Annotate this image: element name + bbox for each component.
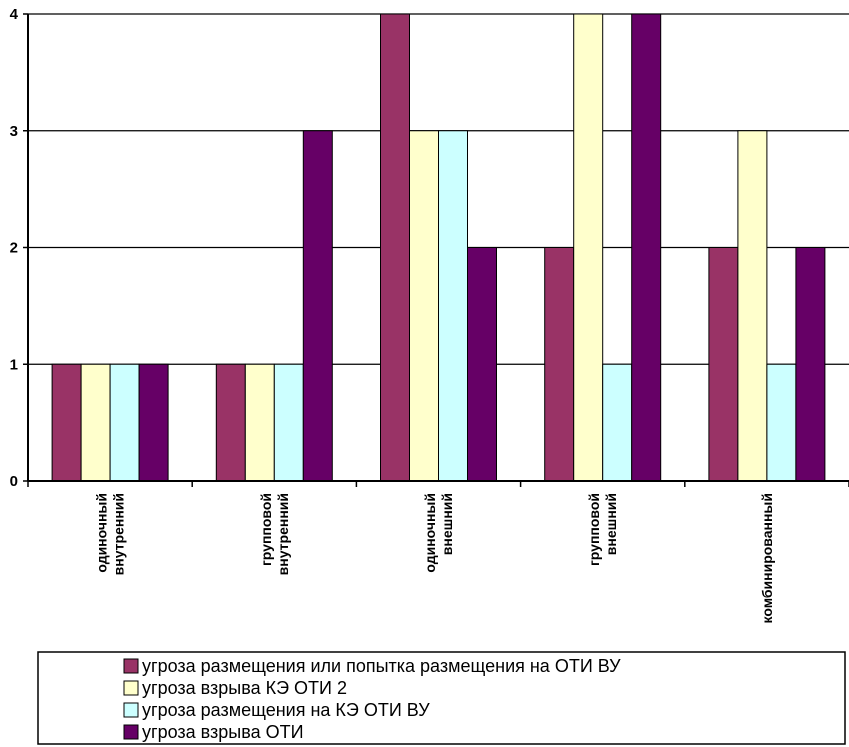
y-tick-label: 0 bbox=[10, 473, 18, 490]
bars bbox=[51, 13, 826, 482]
x-tick-label: одиночный bbox=[422, 493, 438, 573]
legend-label: угроза взрыва КЭ ОТИ 2 bbox=[142, 678, 347, 698]
y-tick-label: 3 bbox=[10, 123, 18, 140]
x-tick-label: комбинированный bbox=[759, 493, 775, 623]
bar bbox=[380, 13, 410, 482]
bar bbox=[138, 363, 169, 482]
x-tick-label: одиночный bbox=[94, 493, 110, 573]
bar bbox=[409, 130, 439, 482]
legend-swatch bbox=[123, 680, 139, 696]
bar bbox=[109, 363, 140, 482]
bar bbox=[766, 363, 797, 482]
legend-swatch bbox=[123, 724, 139, 740]
y-tick-label: 1 bbox=[10, 356, 18, 373]
bar bbox=[273, 363, 304, 482]
y-tick-label: 4 bbox=[10, 6, 19, 23]
bar bbox=[573, 13, 604, 482]
bar bbox=[602, 363, 633, 482]
legend-swatch bbox=[123, 658, 139, 674]
x-tick-label: внешний bbox=[603, 493, 619, 555]
legend-swatch bbox=[123, 702, 139, 718]
legend-label: угроза размещения на КЭ ОТИ ВУ bbox=[142, 700, 430, 720]
x-tick-labels: одиночный внутренний групповой внутренний од… bbox=[94, 493, 775, 623]
x-tick-label: внутренний bbox=[275, 493, 291, 575]
legend-label: угроза взрыва ОТИ bbox=[142, 722, 304, 742]
legend-box bbox=[37, 651, 846, 745]
bar bbox=[795, 247, 826, 482]
bar bbox=[80, 363, 111, 482]
bar bbox=[467, 247, 497, 482]
bar bbox=[737, 130, 768, 482]
x-tick-label: внутренний bbox=[111, 493, 127, 575]
y-tick-label: 2 bbox=[10, 240, 18, 257]
bar bbox=[51, 363, 82, 482]
bar bbox=[244, 363, 275, 482]
bar bbox=[708, 247, 739, 482]
bar bbox=[438, 130, 468, 482]
legend: угроза размещения или попытка размещения… bbox=[37, 651, 846, 745]
x-tick-label: групповой bbox=[586, 493, 602, 566]
x-tick-label: внешний bbox=[439, 493, 455, 555]
y-tick-labels: 0 1 2 3 4 bbox=[10, 6, 19, 490]
legend-label: угроза размещения или попытка размещения… bbox=[142, 656, 621, 676]
bar bbox=[302, 130, 333, 482]
axes bbox=[23, 13, 849, 487]
x-tick-label: групповой bbox=[258, 493, 274, 566]
bar bbox=[631, 13, 662, 482]
bar bbox=[544, 247, 575, 482]
bar bbox=[215, 363, 246, 482]
